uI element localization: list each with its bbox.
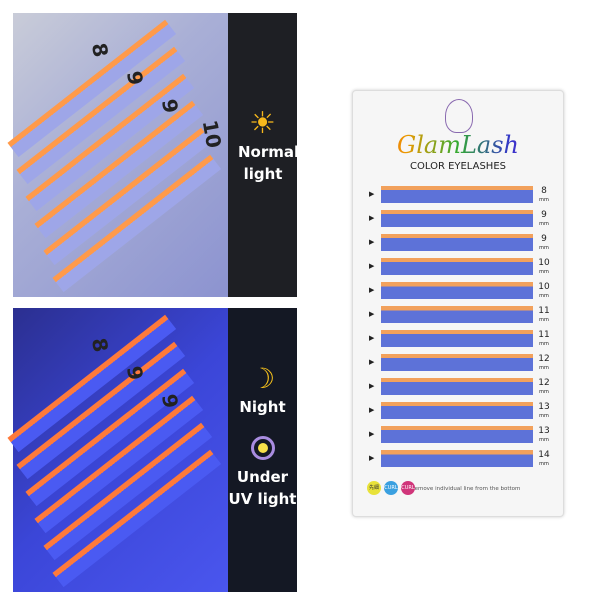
length-unit: mm: [539, 365, 549, 371]
length-value: 10: [538, 282, 550, 292]
lash-length-label: 8 mm: [534, 187, 554, 205]
length-unit: mm: [539, 221, 549, 227]
length-unit: mm: [539, 245, 549, 251]
row-arrow-icon: ▶: [369, 190, 375, 198]
row-arrow-icon: ▶: [369, 406, 375, 414]
length-unit: mm: [539, 293, 549, 299]
row-arrow-icon: ▶: [369, 286, 375, 294]
row-arrow-icon: ▶: [369, 382, 375, 390]
brand-logo: GlamLash: [353, 131, 563, 159]
length-value: 13: [538, 426, 550, 436]
lash-length-label: 11 mm: [534, 307, 554, 325]
length-unit: mm: [539, 197, 549, 203]
lash-row[interactable]: [381, 378, 533, 395]
lash-product-card: GlamLash COLOR EYELASHES Remove individu…: [352, 90, 564, 517]
normal-light-photo: 8 9 9 10 ☀ Normal light: [7, 13, 300, 297]
length-unit: mm: [539, 389, 549, 395]
lash-row[interactable]: [381, 210, 533, 227]
uv-light-label: UV light: [228, 490, 297, 508]
lash-row[interactable]: [381, 186, 533, 203]
lash-length-label: 9 mm: [534, 211, 554, 229]
lash-row[interactable]: [381, 306, 533, 323]
length-unit: mm: [539, 341, 549, 347]
moon-icon: ☽: [249, 362, 276, 395]
length-value: 9: [541, 210, 547, 220]
row-arrow-icon: ▶: [369, 430, 375, 438]
lash-length-label: 10 mm: [534, 283, 554, 301]
product-subtitle: COLOR EYELASHES: [410, 161, 506, 172]
length-unit: mm: [539, 413, 549, 419]
lash-length-label: 12 mm: [534, 379, 554, 397]
under-label: Under: [236, 468, 289, 486]
row-arrow-icon: ▶: [369, 238, 375, 246]
tray-length-number: 8: [86, 41, 113, 59]
length-value: 13: [538, 402, 550, 412]
woman-logo-icon: [445, 99, 473, 133]
lash-row[interactable]: [381, 234, 533, 251]
length-value: 8: [541, 186, 547, 196]
length-unit: mm: [539, 461, 549, 467]
lash-row[interactable]: [381, 330, 533, 347]
lash-length-label: 14 mm: [534, 451, 554, 469]
length-unit: mm: [539, 317, 549, 323]
length-value: 10: [538, 258, 550, 268]
row-arrow-icon: ▶: [369, 334, 375, 342]
light-label-strip: ☀ Normal light: [228, 13, 300, 297]
tray-length-number: 8: [86, 336, 113, 354]
lash-length-label: 13 mm: [534, 403, 554, 421]
night-label: Night: [239, 398, 286, 416]
lash-row[interactable]: [381, 258, 533, 275]
length-unit: mm: [539, 437, 549, 443]
feature-badge: CURL: [384, 481, 398, 495]
normal-light-label: Normal light: [238, 143, 300, 183]
length-value: 12: [538, 378, 550, 388]
length-value: 12: [538, 354, 550, 364]
length-value: 11: [538, 330, 550, 340]
length-value: 14: [538, 450, 550, 460]
footer-note: Remove individual line from the bottom: [411, 486, 521, 492]
lash-length-label: 10 mm: [534, 259, 554, 277]
lash-row[interactable]: [381, 402, 533, 419]
lash-length-label: 11 mm: [534, 331, 554, 349]
row-arrow-icon: ▶: [369, 262, 375, 270]
lash-length-label: 9 mm: [534, 235, 554, 253]
light-label-strip: ☽ Night Under UV light: [228, 308, 297, 592]
length-unit: mm: [539, 269, 549, 275]
row-arrow-icon: ▶: [369, 454, 375, 462]
tray-length-number: 10: [197, 118, 227, 150]
feature-badge: CURL: [401, 481, 415, 495]
lash-row[interactable]: [381, 282, 533, 299]
sun-icon: ☀: [249, 106, 276, 141]
uv-light-icon: [250, 436, 275, 460]
row-arrow-icon: ▶: [369, 358, 375, 366]
lash-length-label: 13 mm: [534, 427, 554, 445]
feature-badge: 先細: [367, 481, 381, 495]
row-arrow-icon: ▶: [369, 214, 375, 222]
row-arrow-icon: ▶: [369, 310, 375, 318]
lash-length-label: 12 mm: [534, 355, 554, 373]
length-value: 9: [541, 234, 547, 244]
length-value: 11: [538, 306, 550, 316]
lash-tray-photo: 8 9 9 10: [7, 13, 228, 297]
lash-row[interactable]: [381, 450, 533, 467]
lash-row[interactable]: [381, 426, 533, 443]
lash-row[interactable]: [381, 354, 533, 371]
